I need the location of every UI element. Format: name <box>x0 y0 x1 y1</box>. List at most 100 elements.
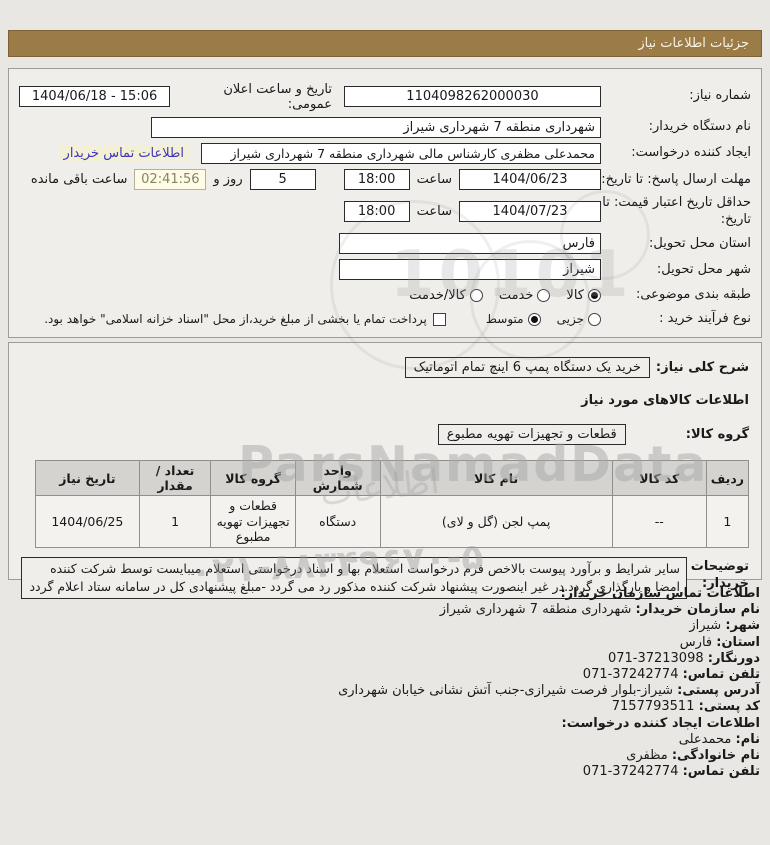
radio-medium-icon[interactable] <box>527 312 541 326</box>
announce-label: تاریخ و ساعت اعلان عمومی: <box>223 81 332 112</box>
buyer-org-label: نام دستگاه خریدار: <box>648 119 751 135</box>
deadline-row: مهلت ارسال پاسخ: تا تاریخ: 1404/06/23 سا… <box>19 167 751 193</box>
days-label: روز و <box>213 172 243 188</box>
goods-group-label: گروه کالا: <box>685 427 749 442</box>
fax-label: دورنگار: <box>707 650 760 666</box>
need-desc-label: شرح کلی نیاز: <box>655 360 749 375</box>
radio-service-icon[interactable] <box>537 288 551 302</box>
buyer-notes-row: توضیحات خریدار: سایر شرایط و برآورد پیوس… <box>21 556 749 600</box>
need-info-panel: شماره نیاز: 1104098262000030 تاریخ و ساع… <box>8 68 762 338</box>
col-unit: واحد شمارش <box>294 460 381 496</box>
process-type-row: نوع فرآیند خرید : جزیی متوسط پرداخت تمام… <box>19 307 751 331</box>
classification-label: طبقه بندی موضوعی: <box>635 286 751 302</box>
validity-date-field: 1404/07/23 <box>459 201 601 223</box>
contact-line-phone: تلفن تماس: 071-37242774 <box>12 667 760 683</box>
col-group: گروه کالا <box>210 460 296 496</box>
phone-label: تلفن تماس: <box>682 667 760 683</box>
contact-line-fax: دورنگار: 071-37213098 <box>12 651 760 667</box>
city-field: شیراز <box>339 259 601 281</box>
countdown-timer: 02:41:56 <box>134 169 207 191</box>
creator-line-phone: تلفن تماس: 071-37242774 <box>12 764 760 780</box>
buyer-contact-link[interactable]: اطلاعات تماس خریدار <box>58 145 189 163</box>
radio-goods-label: کالا <box>566 287 584 303</box>
province-field: فارس <box>339 233 601 255</box>
goods-table: ردیف کد کالا نام کالا واحد شمارش گروه کا… <box>35 460 750 548</box>
firstname-value: محمدعلی <box>678 731 732 747</box>
address-value: شیراز-بلوار فرصت شیرازی-جنب آتش نشانی خی… <box>338 683 674 699</box>
process-type-label: نوع فرآیند خرید : <box>659 310 751 326</box>
treasury-checkbox-label: پرداخت تمام یا بخشی از مبلغ خرید،از محل … <box>44 312 427 327</box>
creator-line-lastname: نام خانوادگی: مظفری <box>12 748 760 764</box>
contact-line-postal: کد پستی: 7157793511 <box>12 699 760 715</box>
need-number-field: 1104098262000030 <box>343 86 601 108</box>
buyer-notes-box: سایر شرایط و برآورد پیوست بالاخص فرم درخ… <box>21 556 687 600</box>
lastname-label: نام خانوادگی: <box>671 748 760 764</box>
contact-line-city: شهر: شیراز <box>12 618 760 634</box>
radio-medium-label: متوسط <box>485 312 524 327</box>
days-remaining-field: 5 <box>249 169 316 191</box>
contact-block: اطلاعات تماس سازمان خریدار: نام سازمان خ… <box>12 586 760 780</box>
deadline-label: مهلت ارسال پاسخ: تا تاریخ: <box>601 171 751 187</box>
province-label: استان محل تحویل: <box>649 235 751 251</box>
city-contact-label: شهر: <box>725 618 760 634</box>
classification-option-goods[interactable]: کالا <box>566 288 601 303</box>
creator-phone-value: 071-37242774 <box>582 764 679 780</box>
radio-partial-icon[interactable] <box>588 312 601 326</box>
org-name-value: شهرداری منطقه 7 شهرداری شیراز <box>439 602 632 618</box>
goods-group-row: گروه کالا: قطعات و تجهیزات تهویه مطبوع <box>21 424 749 445</box>
city-contact-value: شیراز <box>689 618 722 634</box>
address-label: آدرس پستی: <box>677 683 760 699</box>
need-number-row: شماره نیاز: 1104098262000030 تاریخ و ساع… <box>18 79 751 114</box>
announce-field: 1404/06/18 - 15:06 <box>18 86 171 108</box>
city-label: شهر محل تحویل: <box>656 261 751 277</box>
goods-group-box: قطعات و تجهیزات تهویه مطبوع <box>437 424 626 445</box>
page-title: جزئیات اطلاعات نیاز <box>638 36 749 51</box>
radio-goods-service-icon[interactable] <box>469 288 483 302</box>
cell-item-name: پمپ لجن (گل و لای) <box>379 495 613 548</box>
goods-table-row: 1 -- پمپ لجن (گل و لای) دستگاه قطعات و ت… <box>35 495 750 548</box>
process-option-partial[interactable]: جزیی <box>557 312 601 326</box>
deadline-hour-label: ساعت <box>416 172 452 188</box>
deadline-date-field: 1404/06/23 <box>459 169 601 191</box>
validity-row: حداقل تاریخ اعتبار قیمت: تا تاریخ: 1404/… <box>19 193 751 231</box>
classification-option-service[interactable]: خدمت <box>499 288 551 303</box>
cell-row-index: 1 <box>705 495 750 548</box>
org-contact-heading: اطلاعات تماس سازمان خریدار: <box>560 586 760 601</box>
province-contact-label: استان: <box>716 634 760 650</box>
treasury-checkbox[interactable] <box>432 312 446 326</box>
col-item-code: کد کالا <box>611 460 707 496</box>
countdown-label: ساعت باقی مانده <box>30 172 128 188</box>
classification-option-goods-service[interactable]: کالا/خدمت <box>409 288 483 303</box>
province-contact-value: فارس <box>679 634 713 650</box>
need-desc-box: خرید یک دستگاه پمپ 6 اینچ تمام اتوماتیک <box>404 357 650 378</box>
need-desc-row: شرح کلی نیاز: خرید یک دستگاه پمپ 6 اینچ … <box>21 357 749 378</box>
creator-contact-heading: اطلاعات ایجاد کننده درخواست: <box>561 715 760 731</box>
cell-quantity: 1 <box>138 495 212 548</box>
radio-goods-service-label: کالا/خدمت <box>409 287 466 303</box>
validity-time-field: 18:00 <box>343 201 410 223</box>
col-quantity: تعداد / مقدار <box>138 460 212 496</box>
buyer-org-row: نام دستگاه خریدار: شهرداری منطقه 7 شهردا… <box>19 114 751 140</box>
cell-need-date: 1404/06/25 <box>35 495 140 548</box>
cell-unit: دستگاه <box>294 495 381 548</box>
deadline-time-field: 18:00 <box>343 169 410 191</box>
goods-heading: اطلاعات کالاهای مورد نیاز <box>581 393 749 408</box>
cell-group: قطعات و تجهیزات تهویه مطبوع <box>210 495 296 548</box>
process-option-medium[interactable]: متوسط <box>486 312 541 326</box>
radio-partial-label: جزیی <box>556 312 584 327</box>
contact-line-org: نام سازمان خریدار: شهرداری منطقه 7 شهردا… <box>12 602 760 618</box>
col-item-name: نام کالا <box>379 460 613 496</box>
creator-row: ایجاد کننده درخواست: محمدعلی مظفری کارشن… <box>19 140 751 166</box>
creator-line-firstname: نام: محمدعلی <box>12 732 760 748</box>
goods-panel: شرح کلی نیاز: خرید یک دستگاه پمپ 6 اینچ … <box>8 342 762 600</box>
city-row: شهر محل تحویل: شیراز <box>19 257 751 283</box>
goods-table-header-row: ردیف کد کالا نام کالا واحد شمارش گروه کا… <box>35 460 750 496</box>
validity-label: حداقل تاریخ اعتبار قیمت: تا تاریخ: <box>602 195 751 227</box>
postal-code-value: 7157793511 <box>611 699 695 715</box>
radio-goods-icon[interactable] <box>588 288 601 302</box>
creator-label: ایجاد کننده درخواست: <box>631 145 751 161</box>
lastname-value: مظفری <box>626 748 668 764</box>
fax-value: 071-37213098 <box>607 650 704 666</box>
postal-code-label: کد پستی: <box>698 699 760 715</box>
col-need-date: تاریخ نیاز <box>35 460 140 496</box>
